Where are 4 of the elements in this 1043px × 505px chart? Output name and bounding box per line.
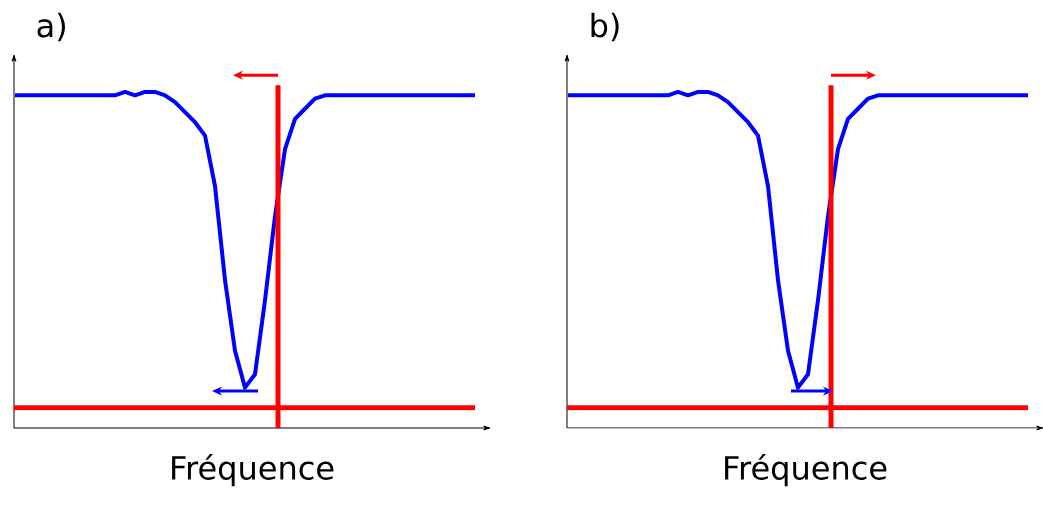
x-axis-title: Fréquence xyxy=(725,453,887,487)
chart-title: b) xyxy=(591,12,619,42)
chart-title: a) xyxy=(37,12,65,42)
x-axis-title: Fréquence xyxy=(172,453,334,487)
